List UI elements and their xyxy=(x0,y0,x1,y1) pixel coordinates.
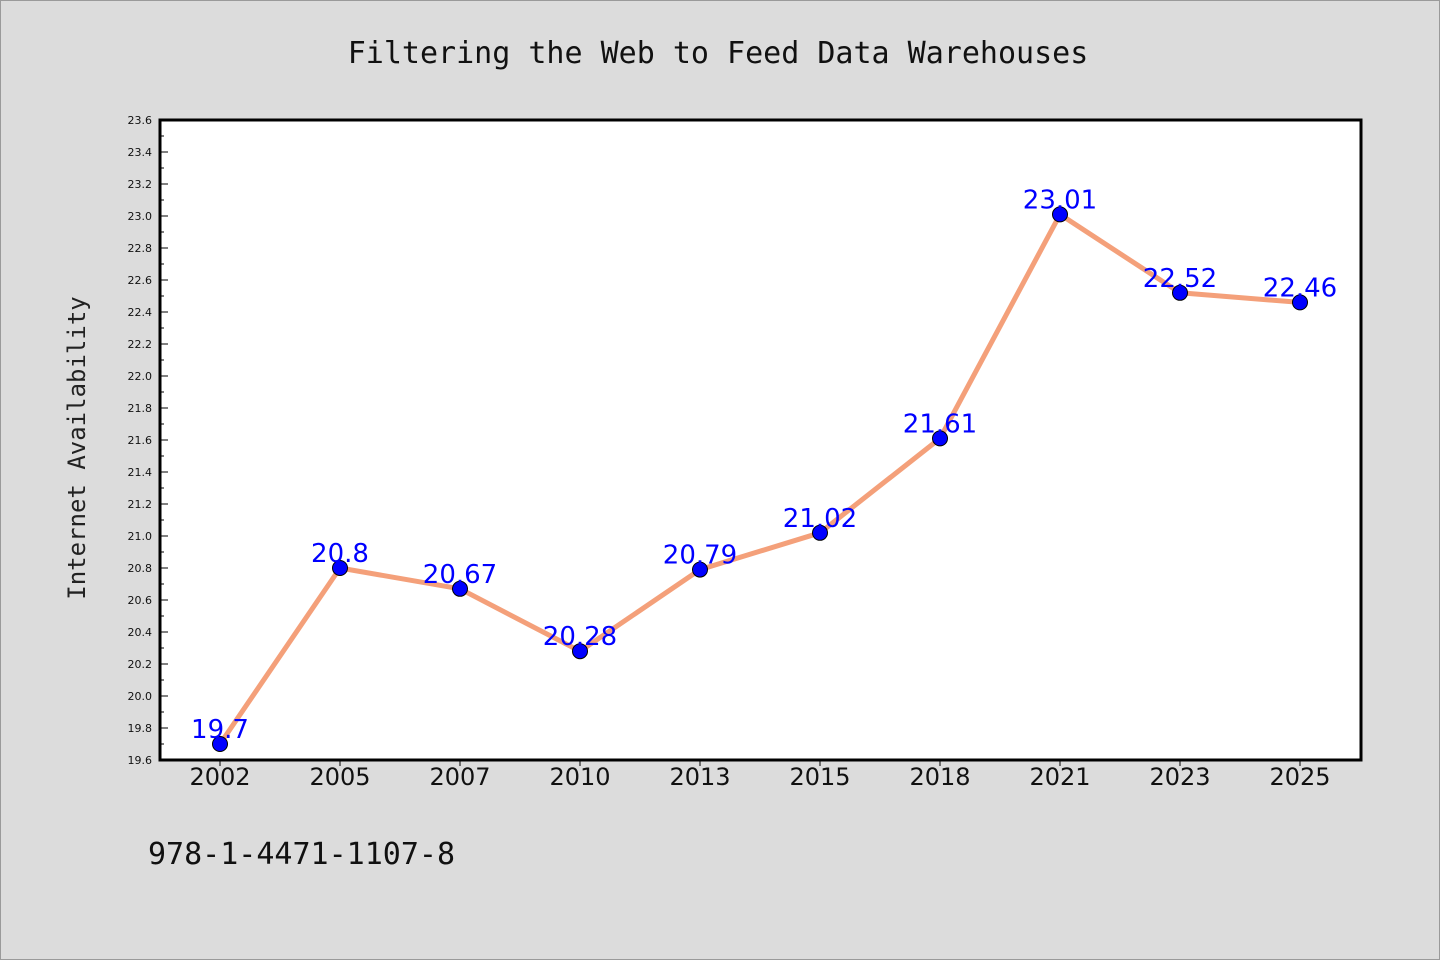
y-tick-label: 20.6 xyxy=(128,594,153,607)
x-tick-label: 2021 xyxy=(1029,763,1090,791)
plot-area xyxy=(158,118,1363,762)
data-label: 23.01 xyxy=(1023,185,1097,215)
x-tick-label: 2007 xyxy=(429,763,490,791)
y-tick-label: 23.6 xyxy=(128,114,153,127)
x-tick-label: 2002 xyxy=(189,763,250,791)
x-tick-label: 2013 xyxy=(669,763,730,791)
x-tick-label: 2018 xyxy=(909,763,970,791)
data-label: 21.61 xyxy=(903,409,977,439)
y-tick-label: 20.0 xyxy=(128,690,153,703)
data-label: 20.79 xyxy=(663,541,737,571)
y-tick-label: 20.8 xyxy=(128,562,153,575)
x-tick-label: 2015 xyxy=(789,763,850,791)
y-tick-label: 21.0 xyxy=(128,530,153,543)
data-label: 19.7 xyxy=(191,715,249,745)
y-tick-label: 19.8 xyxy=(128,722,153,735)
data-point xyxy=(932,430,948,447)
y-tick-label: 19.6 xyxy=(128,754,153,767)
y-tick-label: 21.8 xyxy=(128,402,153,415)
data-label: 20.67 xyxy=(423,560,497,590)
y-tick-label: 23.0 xyxy=(128,210,153,223)
y-tick-label: 22.0 xyxy=(128,370,153,383)
y-tick-label: 21.4 xyxy=(128,466,153,479)
x-tick-label: 2005 xyxy=(309,763,370,791)
data-point xyxy=(1172,284,1188,301)
y-tick-label: 23.2 xyxy=(128,178,153,191)
y-tick-label: 22.6 xyxy=(128,274,153,287)
y-tick-label: 23.4 xyxy=(128,146,153,159)
data-point xyxy=(332,560,348,576)
data-point xyxy=(1292,294,1308,311)
y-tick-label: 20.4 xyxy=(128,626,153,639)
data-point xyxy=(572,643,588,660)
data-label: 20.8 xyxy=(311,539,369,569)
data-point xyxy=(1052,206,1068,223)
chart-title: Filtering the Web to Feed Data Warehouse… xyxy=(348,36,1089,71)
data-label: 20.28 xyxy=(543,622,617,652)
y-tick-label: 21.6 xyxy=(128,434,153,447)
y-tick-label: 22.2 xyxy=(128,338,153,351)
x-tick-label: 2025 xyxy=(1269,763,1330,791)
data-label: 22.52 xyxy=(1143,264,1217,294)
series-layer: 19.7 20.8 20.67 20.28 20.79 21.02 21.61 23.01 22… xyxy=(191,185,1337,752)
y-tick-label: 22.4 xyxy=(128,306,153,319)
x-axis: 2002 2005 2007 2010 2013 2015 2018 2021 2023 2025 xyxy=(189,760,1331,791)
footer-isbn: 978-1-4471-1107-8 xyxy=(148,837,455,872)
x-tick-label: 2023 xyxy=(1149,763,1210,791)
y-axis: 19.6 19.8 20.0 20.2 20.4 20.6 20.8 21.0 21.2 21.4… xyxy=(128,114,168,767)
series-line xyxy=(217,211,1303,747)
data-point xyxy=(812,524,828,541)
y-axis-label: Internet Availability xyxy=(63,296,91,599)
data-point xyxy=(212,736,228,752)
y-tick-label: 20.2 xyxy=(128,658,153,671)
y-tick-label: 21.2 xyxy=(128,498,153,511)
data-point xyxy=(452,580,468,597)
data-label: 22.46 xyxy=(1263,273,1337,303)
data-point xyxy=(692,561,708,578)
data-label: 21.02 xyxy=(783,504,857,534)
y-tick-label: 22.8 xyxy=(128,242,153,255)
x-tick-label: 2010 xyxy=(549,763,610,791)
